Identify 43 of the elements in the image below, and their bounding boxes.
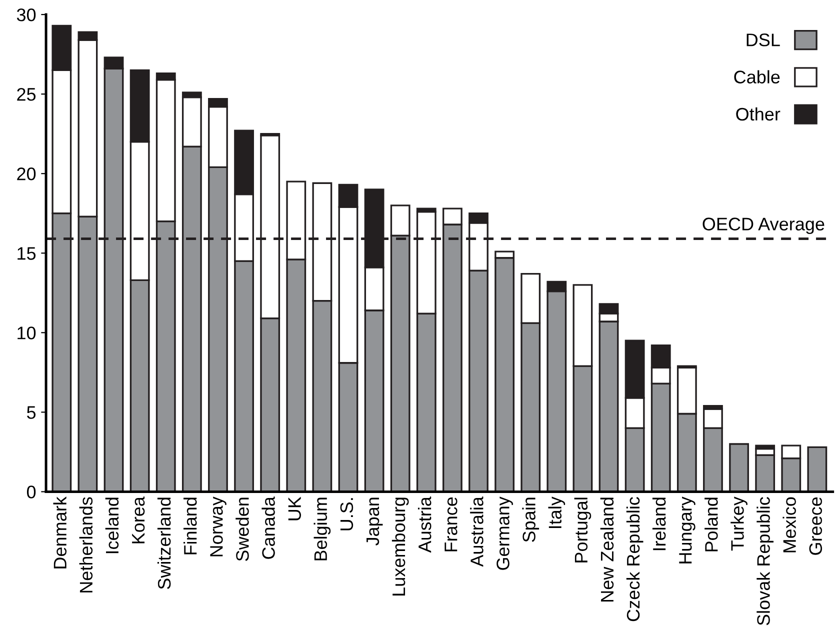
- x-tick-label: France: [444, 497, 458, 552]
- y-tick-label: 10: [18, 326, 36, 340]
- y-tick-label: 5: [26, 406, 36, 419]
- x-tick-label: Sweden: [236, 498, 249, 561]
- legend-label: Cable: [734, 70, 780, 84]
- x-tick-label: New Zealand: [600, 498, 614, 602]
- x-tick-label: Spain: [522, 498, 540, 542]
- x-tick-label: Switzerland: [157, 498, 171, 590]
- x-tick-label: Mexico: [782, 497, 796, 552]
- x-tick-label: Canada: [262, 496, 275, 559]
- x-tick-label: Hungary: [679, 496, 696, 564]
- y-tick-label: 30: [16, 8, 36, 22]
- y-tick-label: 15: [18, 247, 36, 260]
- bar: [729, 443, 749, 492]
- legend-label: Other: [736, 107, 780, 121]
- y-tick-label: 25: [17, 88, 36, 101]
- x-tick-label: Iceland: [105, 498, 119, 554]
- x-tick-label: Germany: [496, 496, 513, 570]
- bar: [807, 446, 828, 492]
- x-tick-label: UK: [288, 496, 301, 520]
- x-tick-label: Czeck Republic: [626, 497, 644, 622]
- x-tick-label: Korea: [132, 496, 145, 544]
- x-tick-label: Austria: [418, 496, 432, 553]
- x-tick-label: Denmark: [53, 496, 67, 568]
- x-tick-label: Australia: [470, 496, 484, 567]
- x-tick-label: Netherlands: [79, 497, 93, 592]
- x-tick-label: Turkey: [730, 496, 748, 551]
- x-tick-label: Ireland: [652, 498, 666, 550]
- x-tick-label: Italy: [548, 496, 566, 528]
- x-tick-label: Greece: [809, 497, 822, 555]
- legend-label: DSL: [746, 34, 780, 46]
- y-tick-label: 0: [26, 486, 36, 498]
- x-tick-label: Belgium: [314, 498, 331, 560]
- x-tick-label: U.S.: [340, 498, 354, 530]
- ref-line-label: OECD Average: [702, 218, 824, 234]
- y-tick-label: 20: [17, 168, 36, 180]
- x-tick-label: Japan: [366, 498, 383, 546]
- x-tick-label: Poland: [704, 498, 718, 552]
- x-tick-label: Luxembourg: [392, 498, 409, 596]
- x-tick-label: Norway: [210, 496, 226, 556]
- x-tick-label: Finland: [184, 498, 197, 554]
- x-tick-label: Portugal: [574, 498, 592, 562]
- x-tick-label: Slovak Republic: [756, 497, 774, 626]
